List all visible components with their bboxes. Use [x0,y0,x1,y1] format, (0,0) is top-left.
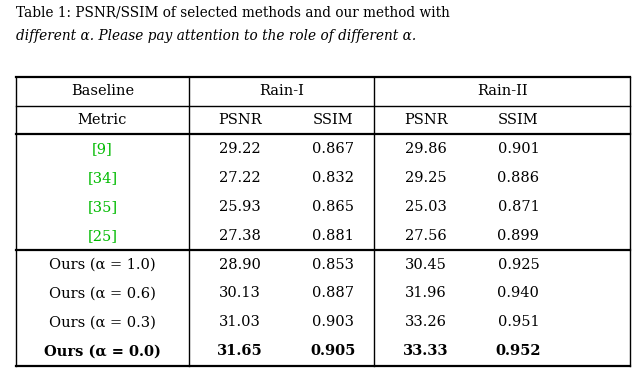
Text: [25]: [25] [88,229,117,243]
Text: 0.901: 0.901 [497,142,540,156]
Text: Table 1: PSNR/SSIM of selected methods and our method with: Table 1: PSNR/SSIM of selected methods a… [16,6,450,19]
Text: 0.905: 0.905 [310,344,355,358]
Text: 29.86: 29.86 [404,142,447,156]
Text: 30.45: 30.45 [404,258,447,272]
Text: Baseline: Baseline [71,84,134,98]
Text: 0.867: 0.867 [312,142,354,156]
Text: PSNR: PSNR [218,113,262,127]
Text: Ours (α = 0.6): Ours (α = 0.6) [49,286,156,300]
Text: 0.903: 0.903 [312,315,354,329]
Text: 0.832: 0.832 [312,171,354,185]
Text: 0.887: 0.887 [312,286,354,300]
Text: 29.25: 29.25 [404,171,447,185]
Text: 30.13: 30.13 [219,286,261,300]
Text: 0.871: 0.871 [497,200,540,214]
Text: 29.22: 29.22 [219,142,261,156]
Text: SSIM: SSIM [312,113,353,127]
Text: different α. Please pay attention to the role of different α.: different α. Please pay attention to the… [16,29,416,43]
Text: Ours (α = 0.0): Ours (α = 0.0) [44,344,161,358]
Text: 27.38: 27.38 [219,229,261,243]
Text: Ours (α = 0.3): Ours (α = 0.3) [49,315,156,329]
Text: [9]: [9] [92,142,113,156]
Text: 0.940: 0.940 [497,286,540,300]
Text: Rain-II: Rain-II [477,84,528,98]
Text: 25.03: 25.03 [404,200,447,214]
Text: 31.96: 31.96 [404,286,447,300]
Text: 0.899: 0.899 [497,229,540,243]
Text: SSIM: SSIM [498,113,539,127]
Text: Rain-I: Rain-I [259,84,304,98]
Text: Metric: Metric [77,113,127,127]
Text: 31.03: 31.03 [219,315,261,329]
Text: 31.65: 31.65 [217,344,263,358]
Text: 25.93: 25.93 [219,200,261,214]
Text: 0.853: 0.853 [312,258,354,272]
Text: 33.33: 33.33 [403,344,449,358]
Text: [34]: [34] [87,171,118,185]
Text: Ours (α = 1.0): Ours (α = 1.0) [49,258,156,272]
Text: PSNR: PSNR [404,113,447,127]
Text: 0.952: 0.952 [495,344,541,358]
Text: 0.951: 0.951 [497,315,540,329]
Text: [35]: [35] [87,200,118,214]
Text: 28.90: 28.90 [219,258,261,272]
Text: 0.865: 0.865 [312,200,354,214]
Text: 0.881: 0.881 [312,229,354,243]
Text: 33.26: 33.26 [404,315,447,329]
Text: 27.22: 27.22 [219,171,261,185]
Text: 0.886: 0.886 [497,171,540,185]
Text: 27.56: 27.56 [404,229,447,243]
Text: 0.925: 0.925 [497,258,540,272]
